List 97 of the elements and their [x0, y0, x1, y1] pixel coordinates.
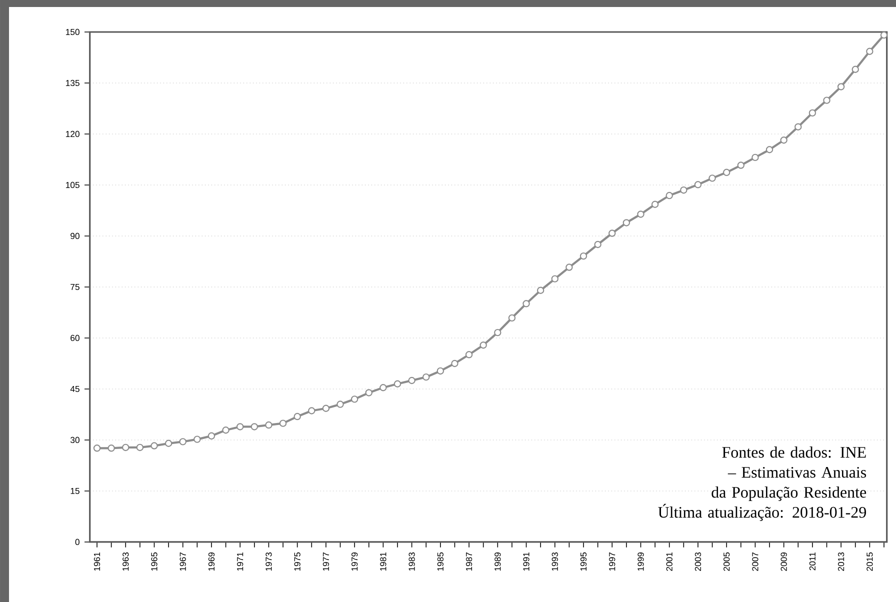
- x-tick-label: 1993: [552, 552, 558, 571]
- point: [694, 181, 702, 188]
- point: [93, 444, 101, 452]
- point: [622, 219, 630, 226]
- point: [766, 146, 774, 154]
- point: [536, 286, 544, 294]
- x-tick-label: 1969: [208, 552, 215, 571]
- y-tick-label: 60: [70, 334, 80, 342]
- point: [279, 420, 287, 427]
- point: [823, 96, 830, 104]
- annotation: Fontes de dados: INE – Estimativas Anuais da População Residente: [712, 446, 866, 501]
- x-tick-label: 1999: [638, 552, 644, 571]
- point: [522, 300, 530, 308]
- point: [179, 438, 186, 446]
- point: [250, 423, 258, 430]
- x-tick-label: 1989: [494, 552, 501, 571]
- point: [265, 421, 272, 429]
- point: [837, 83, 845, 90]
- x-tick-label: 1967: [180, 552, 186, 571]
- y-tick-label: 30: [70, 436, 80, 444]
- x-tick-label: 1961: [94, 552, 100, 571]
- point: [222, 426, 230, 434]
- point: [551, 275, 558, 282]
- x-tick-label: 1975: [294, 552, 300, 571]
- x-tick-label: 2001: [666, 552, 672, 571]
- x-tick-label: 2011: [809, 552, 816, 570]
- point: [380, 384, 387, 392]
- point: [651, 200, 659, 208]
- x-tick-label: 1963: [122, 552, 129, 571]
- x-tick-label: 1991: [523, 552, 530, 571]
- point: [322, 404, 330, 412]
- x-tick-label: 1965: [151, 552, 158, 571]
- point: [122, 444, 130, 452]
- point: [294, 412, 301, 420]
- y-tick-label: 15: [70, 488, 80, 494]
- point: [722, 168, 730, 176]
- point: [336, 400, 344, 408]
- x-tick-label: 1985: [437, 552, 444, 571]
- point: [808, 109, 816, 117]
- x-tick-label: 2015: [866, 552, 873, 571]
- point: [408, 376, 416, 384]
- point: [236, 423, 244, 430]
- x-tick-label: 2003: [694, 552, 702, 571]
- point: [308, 407, 316, 414]
- y-tick-label: 90: [70, 232, 80, 240]
- point: [465, 351, 473, 358]
- point: [136, 444, 144, 452]
- x-tick-label: 1987: [466, 552, 472, 571]
- point: [708, 174, 716, 182]
- point: [194, 436, 201, 443]
- point: [608, 230, 616, 237]
- point: [150, 442, 158, 450]
- point: [494, 328, 502, 336]
- point: [108, 444, 115, 452]
- point: [794, 123, 802, 130]
- x-tick-label: 2013: [838, 552, 844, 571]
- x-tick-label: 2009: [780, 552, 787, 571]
- point: [666, 192, 673, 200]
- point: [880, 31, 888, 39]
- y-tick-label: 105: [66, 182, 80, 188]
- y-tick-label: 120: [66, 130, 80, 138]
- point: [365, 389, 372, 396]
- y-tick-label: 45: [70, 386, 80, 392]
- y-tick-label: 135: [66, 80, 80, 86]
- point: [422, 373, 430, 381]
- point: [350, 396, 358, 403]
- x-tick-label: 1997: [609, 552, 616, 571]
- y-tick-label: 150: [66, 28, 80, 36]
- point: [394, 380, 402, 388]
- point: [680, 186, 688, 194]
- y-tick-label: 0: [75, 538, 80, 546]
- annotation: Última atualização: 2018-01-29: [658, 504, 866, 521]
- point: [594, 240, 602, 248]
- point: [451, 360, 458, 368]
- x-tick-label: 1973: [266, 552, 272, 571]
- y-tick-label: 75: [70, 284, 80, 290]
- x-tick-label: 1995: [580, 552, 587, 571]
- point: [780, 136, 788, 144]
- x-tick-label: 2007: [752, 552, 758, 571]
- x-tick-label: 1979: [352, 552, 358, 571]
- point: [737, 162, 744, 169]
- point: [852, 66, 859, 73]
- point: [580, 252, 588, 260]
- point: [436, 367, 444, 375]
- x-tick-label: 1977: [322, 552, 330, 571]
- point: [508, 314, 516, 322]
- x-tick-label: 1971: [237, 552, 244, 571]
- point: [208, 432, 216, 440]
- x-tick-label: 1983: [408, 552, 415, 571]
- point: [866, 48, 874, 55]
- x-tick-label: 2005: [724, 552, 730, 571]
- x-tick-label: 1981: [380, 552, 386, 571]
- point: [752, 154, 759, 162]
- point: [480, 342, 487, 349]
- point: [637, 210, 644, 218]
- point: [164, 440, 172, 447]
- point: [566, 264, 573, 271]
